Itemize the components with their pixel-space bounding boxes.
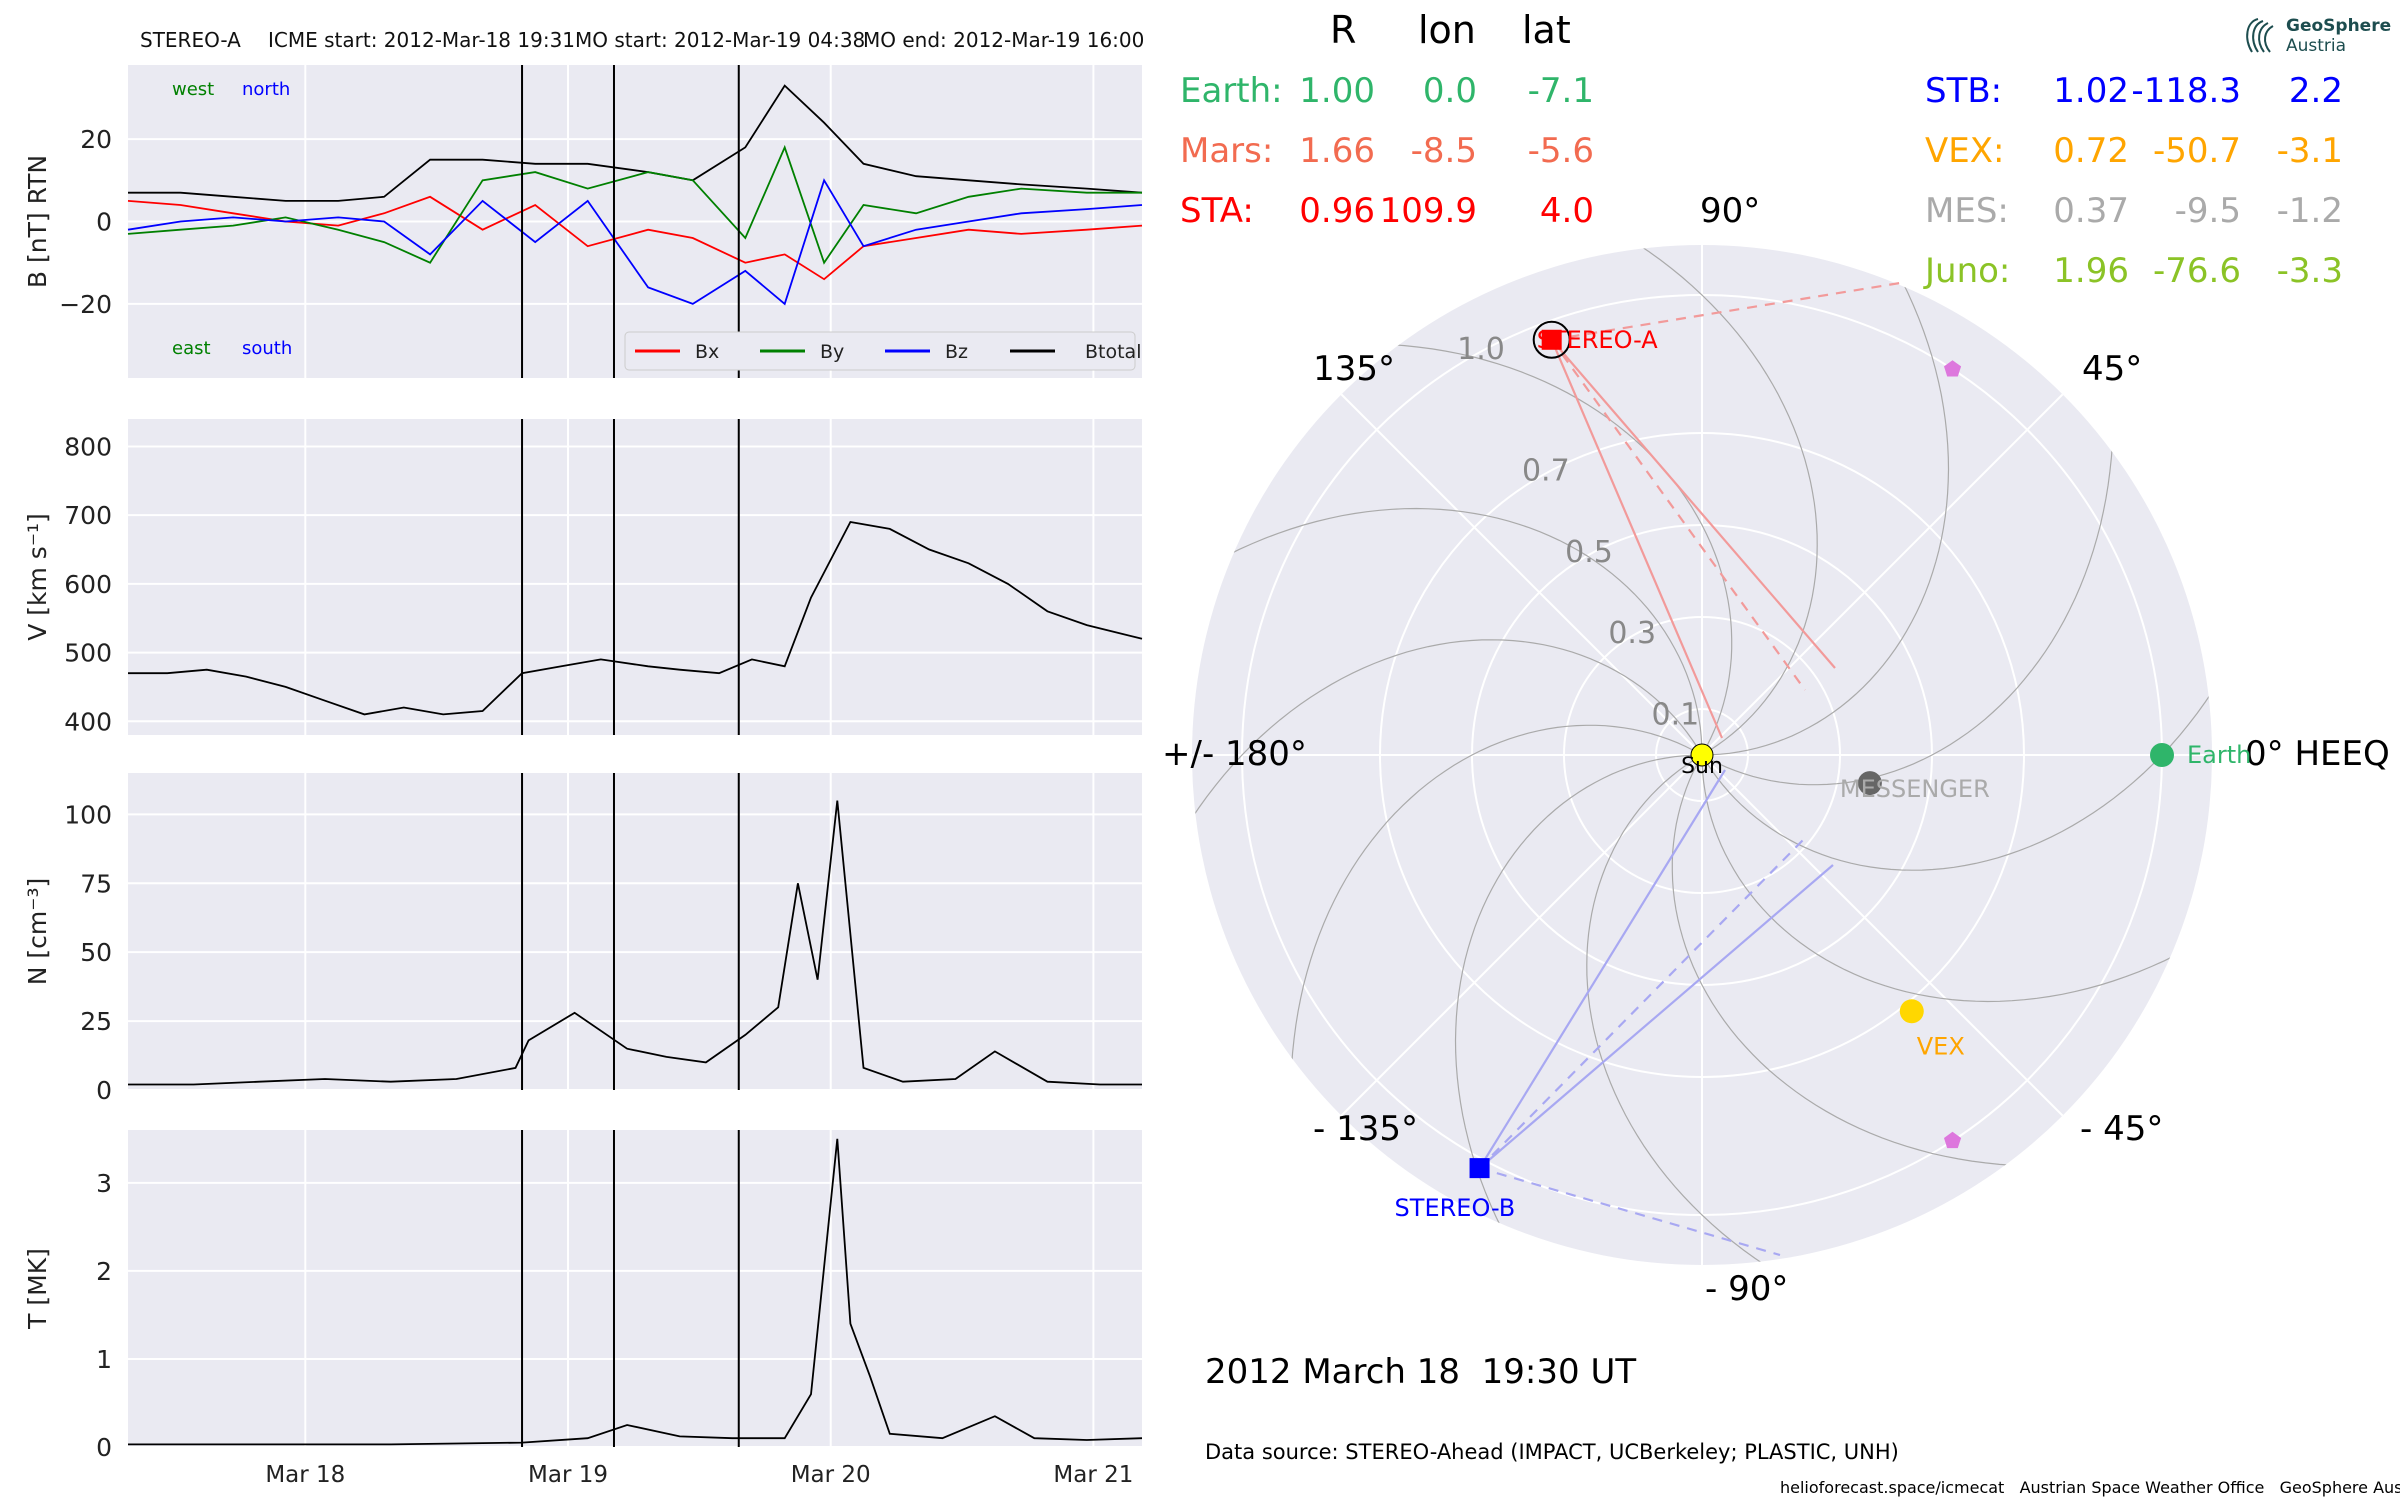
- series-line-by: [127, 144, 1142, 265]
- legend-label: By: [820, 341, 844, 363]
- y-tick-label: 1: [96, 1345, 112, 1374]
- y-tick-label: 700: [64, 501, 112, 530]
- spacecraft-name: STEREO-A: [140, 28, 241, 52]
- label-south: south: [242, 338, 292, 359]
- y-tick-label: 25: [80, 1007, 112, 1036]
- geosphere-icon: [2246, 18, 2274, 53]
- mo-start-label: MO start: 2012-Mar-19 04:38: [575, 28, 865, 52]
- data-source: Data source: STEREO-Ahead (IMPACT, UCBer…: [1205, 1440, 1899, 1464]
- series-line-v: [128, 520, 1143, 716]
- x-tick-label: Mar 18: [265, 1462, 345, 1488]
- y-tick-label: 3: [96, 1169, 112, 1198]
- series-line-n: [128, 800, 1142, 1086]
- label-north: north: [242, 79, 290, 100]
- y-tick-label: 0: [96, 1076, 112, 1105]
- y-axis-label: B [nT] RTN: [23, 155, 52, 288]
- panel-background: [128, 773, 1142, 1090]
- mo-end-label: MO end: 2012-Mar-19 16:00: [863, 28, 1144, 52]
- panel-1: 800 700 600 500 400 V [km s⁻¹]: [23, 419, 1143, 736]
- label-east: east: [172, 338, 211, 359]
- x-tick-label: Mar 21: [1053, 1462, 1133, 1488]
- legend-label: Bx: [695, 341, 719, 363]
- legend-label: Bz: [945, 341, 968, 363]
- y-tick-label: 50: [80, 938, 112, 967]
- series-line-bz: [127, 178, 1143, 306]
- geosphere-logo: GeoSphere Austria: [2238, 14, 2392, 62]
- y-tick-label: 0: [96, 208, 112, 237]
- date-label: 2012 March 18 19:30 UT: [1205, 1352, 1637, 1392]
- series-line-bx: [127, 195, 1143, 281]
- panel-3: 3 2 1 0 T [MK] Mar 18 Mar 19 Mar 20 Mar 21: [23, 1130, 1143, 1488]
- y-tick-label: 400: [64, 707, 112, 736]
- y-tick-label: 75: [80, 869, 112, 898]
- y-tick-label: 100: [64, 800, 112, 829]
- y-tick-label: 800: [64, 432, 112, 461]
- logo-line2: Austria: [2286, 36, 2347, 56]
- y-tick-label: 2: [96, 1257, 112, 1286]
- x-tick-label: Mar 19: [528, 1462, 608, 1488]
- icme-start-label: ICME start: 2012-Mar-18 19:31: [268, 28, 575, 52]
- series-line-t: [128, 1138, 1143, 1446]
- y-axis-label: T [MK]: [23, 1248, 52, 1330]
- footer: helioforecast.space/icmecat Austrian Spa…: [1780, 1478, 2400, 1497]
- panel-background: [128, 419, 1142, 735]
- y-tick-label: 600: [64, 570, 112, 599]
- legend: Bx By Bz Btotal: [624, 331, 1141, 371]
- panel-0: 20 0 −20B [nT] RTN west north east south Bx By Bz…: [23, 65, 1143, 378]
- legend-label: Btotal: [1085, 341, 1141, 363]
- panel-background: [128, 1130, 1142, 1447]
- y-axis-label: V [km s⁻¹]: [23, 513, 52, 641]
- legend-box: [624, 331, 1136, 371]
- logo-line1: GeoSphere: [2286, 16, 2392, 36]
- y-tick-label: 20: [80, 125, 112, 154]
- label-west: west: [172, 79, 214, 100]
- x-tick-label: Mar 20: [791, 1462, 871, 1488]
- panel-2: 100 75 50 25 0 N [cm⁻³]: [23, 773, 1142, 1105]
- y-axis-label: N [cm⁻³]: [23, 878, 52, 985]
- y-tick-label: −20: [59, 290, 112, 319]
- y-tick-label: 0: [96, 1433, 112, 1462]
- y-tick-label: 500: [64, 639, 112, 668]
